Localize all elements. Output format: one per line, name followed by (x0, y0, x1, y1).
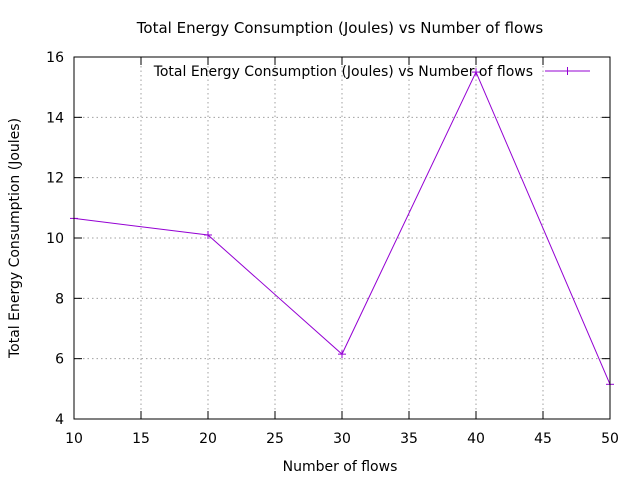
y-tick-label: 4 (55, 412, 64, 428)
y-tick-label: 10 (46, 231, 64, 247)
x-tick-label: 25 (266, 431, 284, 447)
data-point (338, 350, 346, 359)
x-tick-labels: 10 15 20 25 30 35 40 45 50 (65, 431, 619, 447)
y-tick-label: 8 (55, 291, 64, 307)
x-tick-label: 15 (132, 431, 150, 447)
y-tick-label: 16 (46, 50, 64, 66)
x-tick-label: 45 (534, 431, 552, 447)
data-point (472, 68, 480, 77)
grid (74, 57, 610, 419)
legend-label: Total Energy Consumption (Joules) vs Num… (153, 64, 533, 80)
y-tick-labels: 4 6 8 10 12 14 16 (46, 50, 64, 428)
legend: Total Energy Consumption (Joules) vs Num… (153, 64, 590, 80)
y-tick-label: 14 (46, 110, 64, 126)
x-tick-label: 50 (601, 431, 619, 447)
y-axis-label: Total Energy Consumption (Joules) (7, 118, 23, 359)
x-tick-label: 30 (333, 431, 351, 447)
x-tick-label: 35 (400, 431, 418, 447)
plot-frame (73, 56, 611, 420)
x-axis-label: Number of flows (283, 459, 398, 475)
x-tick-label: 10 (65, 431, 83, 447)
chart-title: Total Energy Consumption (Joules) vs Num… (136, 19, 544, 37)
y-tick-label: 12 (46, 171, 64, 187)
x-tick-label: 40 (467, 431, 485, 447)
data-point (204, 230, 212, 239)
y-tick-label: 6 (55, 352, 64, 368)
legend-marker (563, 67, 572, 75)
x-tick-label: 20 (199, 431, 217, 447)
